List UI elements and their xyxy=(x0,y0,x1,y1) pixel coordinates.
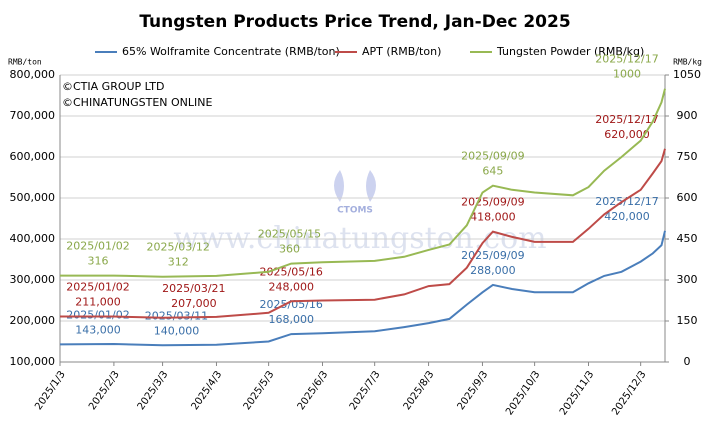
legend-label: Tungsten Powder (RMB/kg) xyxy=(496,45,644,58)
y2-tick-label: 150 xyxy=(677,314,698,327)
annotation-date: 2025/09/09 xyxy=(461,150,524,163)
annotation-date: 2025/03/21 xyxy=(162,282,225,295)
y-tick-label: 700,000 xyxy=(10,109,56,122)
annotation-date: 2025/03/12 xyxy=(147,241,210,254)
y-tick-label: 300,000 xyxy=(10,273,56,286)
logo-shape xyxy=(334,170,376,202)
annotation-date: 2025/01/02 xyxy=(66,308,129,321)
y-tick-label: 600,000 xyxy=(10,150,56,163)
annotation-value: 1000 xyxy=(613,68,641,81)
y2-axis-label: RMB/kg xyxy=(673,58,702,67)
annotation-value: 288,000 xyxy=(470,264,516,277)
y-tick-label: 400,000 xyxy=(10,232,56,245)
annotation-date: 2025/12/17 xyxy=(595,113,658,126)
series-line xyxy=(59,230,666,347)
annotation-date: 2025/01/02 xyxy=(66,280,129,293)
legend-label: APT (RMB/ton) xyxy=(362,45,441,58)
annotation-value: 211,000 xyxy=(75,295,121,308)
annotation-date: 2025/01/02 xyxy=(66,240,129,253)
annotation-value: 420,000 xyxy=(604,210,650,223)
y2-tick-label: 450 xyxy=(677,232,698,245)
y-tick-label: 500,000 xyxy=(10,191,56,204)
annotation-value: 312 xyxy=(168,256,189,269)
y-tick-label: 100,000 xyxy=(10,355,56,368)
legend-label: 65% Wolframite Concentrate (RMB/ton) xyxy=(122,45,340,58)
annotation-date: 2025/09/09 xyxy=(461,196,524,209)
y-tick-label: 200,000 xyxy=(10,314,56,327)
chart-title: Tungsten Products Price Trend, Jan-Dec 2… xyxy=(139,12,570,32)
annotation-date: 2025/05/15 xyxy=(258,228,321,241)
y2-tick-label: 1050 xyxy=(673,68,701,81)
y2-tick-label: 300 xyxy=(677,273,698,286)
annotation-date: 2025/12/17 xyxy=(595,53,658,66)
annotation-date: 2025/12/17 xyxy=(595,195,658,208)
series-line xyxy=(60,88,666,278)
y2-tick-label: 750 xyxy=(677,150,698,163)
annotation-value: 140,000 xyxy=(154,325,200,338)
y2-tick-label: 900 xyxy=(677,109,698,122)
annotation-value: 248,000 xyxy=(268,280,314,293)
y2-tick-label: 600 xyxy=(677,191,698,204)
annotation-value: 620,000 xyxy=(604,128,650,141)
series-line xyxy=(60,148,666,319)
annotation-value: 168,000 xyxy=(268,313,314,326)
logo: CTOMS xyxy=(337,206,373,216)
annotation-value: 418,000 xyxy=(470,211,516,224)
annotation-value: 360 xyxy=(279,243,300,256)
note: ©CTIA GROUP LTD xyxy=(62,80,164,93)
annotation-value: 316 xyxy=(88,255,109,268)
note: ©CHINATUNGSTEN ONLINE xyxy=(62,96,212,109)
annotation-date: 2025/03/11 xyxy=(145,310,208,323)
y-axis-label: RMB/ton xyxy=(8,58,42,67)
annotation-value: 207,000 xyxy=(171,297,217,310)
y-tick-label: 800,000 xyxy=(10,68,56,81)
y2-tick-label: 0 xyxy=(684,355,691,368)
annotation-value: 645 xyxy=(482,165,503,178)
annotation-value: 143,000 xyxy=(75,323,121,336)
